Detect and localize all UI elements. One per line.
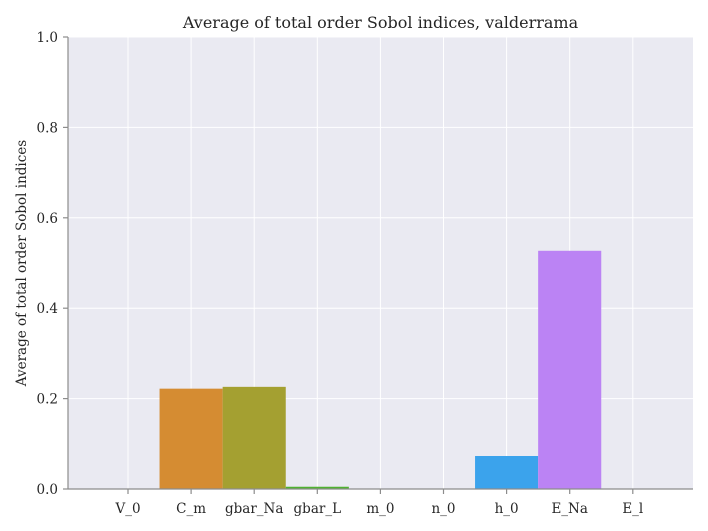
x-tick-label: C_m — [176, 501, 206, 517]
y-axis-label: Average of total order Sobol indices — [14, 140, 30, 388]
x-tick-label: gbar_L — [294, 501, 342, 517]
y-tick-label: 0.0 — [37, 482, 58, 498]
bar-C_m — [159, 388, 223, 489]
x-tick-label: gbar_Na — [225, 501, 283, 517]
bar-gbar_Na — [222, 386, 286, 489]
bar-gbar_L — [285, 486, 349, 489]
y-tick-label: 0.4 — [37, 301, 58, 317]
chart-title: Average of total order Sobol indices, va… — [182, 13, 579, 32]
grid-layer — [68, 36, 693, 490]
x-ticks: V_0 C_m gbar_Na gbar_L m_0 n_0 h_0 E_Na E_l — [114, 489, 643, 517]
y-tick-label: 0.6 — [37, 211, 58, 227]
bar-h_0 — [475, 456, 539, 489]
x-tick-label: E_l — [622, 501, 643, 517]
x-tick-label: E_Na — [551, 501, 587, 517]
bars-layer — [159, 250, 602, 489]
y-ticks: 0.0 0.2 0.4 0.6 0.8 1.0 — [37, 30, 68, 498]
x-tick-label: V_0 — [114, 501, 140, 517]
y-tick-label: 0.8 — [37, 120, 58, 136]
x-tick-label: n_0 — [431, 501, 455, 517]
y-tick-label: 1.0 — [37, 30, 58, 46]
y-tick-label: 0.2 — [37, 392, 58, 408]
x-tick-label: m_0 — [366, 501, 394, 517]
bar-E_Na — [538, 250, 602, 489]
x-tick-label: h_0 — [495, 501, 519, 517]
